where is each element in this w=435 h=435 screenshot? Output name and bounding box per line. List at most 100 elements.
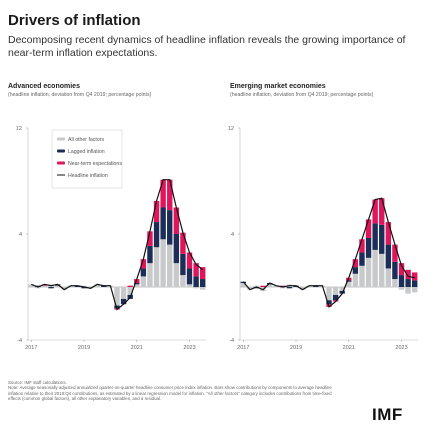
bar-all-other-factors [266, 284, 273, 287]
bar-lagged-inflation [385, 244, 392, 269]
bar-near-term-expectations [180, 232, 186, 254]
bar-near-term-expectations [147, 231, 153, 246]
bar-lagged-inflation [140, 268, 147, 277]
bar-all-other-factors [352, 273, 359, 287]
bar-lagged-inflation [147, 245, 153, 264]
legend-label: All other factors [68, 137, 104, 143]
bar-lagged-inflation [153, 222, 160, 248]
legend-swatch [57, 149, 65, 153]
legend-label: Lagged inflation [68, 149, 105, 155]
bar-all-other-factors [167, 244, 173, 287]
bar-all-other-factors [120, 287, 127, 299]
bar-lagged-inflation [173, 234, 180, 264]
legend: All other factors Lagged inflation Near-te… [51, 129, 122, 189]
bar-lagged-inflation [332, 294, 339, 301]
legend-label: Headline inflation [68, 173, 108, 179]
bar-near-term-expectations [365, 219, 372, 238]
bar-near-term-expectations [352, 259, 359, 268]
bar-near-term-expectations [405, 269, 411, 280]
imf-logo: IMF [372, 405, 403, 424]
bar-all-other-factors [54, 285, 61, 287]
bar-near-term-expectations [167, 179, 173, 211]
bar-lagged-inflation [352, 267, 359, 274]
source-text: Source: IMF staff calculations. [8, 380, 67, 385]
bar-lagged-inflation [398, 275, 405, 287]
bar-near-term-expectations [41, 284, 48, 286]
panel-title-advanced: Advanced economies [8, 83, 80, 90]
panel-subtitle-emerging: (headline inflation, deviation from Q4 2… [230, 92, 374, 98]
panel-title-emerging: Emerging market economies [230, 83, 326, 90]
bar-all-other-factors [405, 287, 411, 294]
bar-near-term-expectations [385, 222, 392, 245]
bar-lagged-inflation [346, 280, 352, 282]
bar-all-other-factors [81, 285, 87, 287]
bar-all-other-factors [385, 268, 392, 287]
panel-1: -4 4 12 2017 2019 2021 2023 [228, 126, 418, 351]
bar-all-other-factors [186, 284, 193, 287]
bar-all-other-factors [365, 257, 372, 287]
bar-near-term-expectations [379, 198, 385, 225]
bar-lagged-inflation [160, 207, 166, 240]
bar-near-term-expectations [173, 207, 180, 234]
bar-near-term-expectations [392, 244, 398, 262]
bar-near-term-expectations [200, 267, 206, 280]
bar-near-term-expectations [260, 285, 266, 287]
bar-all-other-factors [160, 239, 166, 287]
bar-all-other-factors [147, 263, 153, 287]
bar-near-term-expectations [153, 200, 160, 223]
bar-all-other-factors [253, 285, 260, 287]
bar-near-term-expectations [134, 279, 140, 284]
bar-near-term-expectations [193, 263, 199, 277]
bar-all-other-factors [41, 285, 48, 287]
y-tick-label: -4 [17, 338, 22, 344]
panel-subtitle-advanced: (headline inflation, deviation from Q4 2… [8, 92, 152, 98]
headline-inflation-line [242, 197, 415, 308]
bar-lagged-inflation [365, 237, 372, 258]
y-tick-label: 4 [19, 232, 22, 238]
x-tick-label: 2019 [290, 345, 302, 351]
bar-all-other-factors [346, 281, 352, 287]
bar-all-other-factors [392, 279, 398, 287]
y-tick-label: 4 [231, 232, 234, 238]
bar-lagged-inflation [326, 300, 332, 305]
bar-lagged-inflation [48, 287, 54, 289]
bar-near-term-expectations [186, 252, 193, 269]
bar-all-other-factors [35, 287, 41, 289]
bar-all-other-factors [180, 275, 186, 287]
y-tick-label: 12 [16, 126, 22, 132]
x-tick-label: 2021 [343, 345, 355, 351]
bar-lagged-inflation [167, 210, 173, 245]
bar-all-other-factors [273, 285, 279, 287]
bar-all-other-factors [412, 287, 418, 293]
x-tick-label: 2023 [183, 345, 195, 351]
bar-all-other-factors [28, 284, 34, 287]
y-tick-label: 12 [228, 126, 234, 132]
bar-all-other-factors [61, 287, 67, 290]
bar-lagged-inflation [359, 252, 365, 266]
bar-all-other-factors [114, 287, 120, 306]
bar-near-term-expectations [140, 259, 147, 269]
panel-0: -4 4 12 2017 2019 2021 2023 [16, 126, 206, 351]
note-text: Note: Average seasonally adjusted annual… [8, 385, 332, 401]
bar-all-other-factors [240, 283, 246, 287]
bar-lagged-inflation [286, 287, 293, 289]
bar-lagged-inflation [134, 283, 140, 285]
bar-lagged-inflation [405, 279, 411, 287]
bar-all-other-factors [339, 287, 345, 291]
legend-swatch [57, 137, 65, 141]
bar-all-other-factors [140, 276, 147, 287]
bar-lagged-inflation [200, 279, 206, 287]
bar-near-term-expectations [372, 199, 378, 224]
x-tick-label: 2017 [237, 345, 249, 351]
bar-lagged-inflation [372, 223, 378, 250]
bar-all-other-factors [280, 287, 286, 289]
bar-lagged-inflation [379, 224, 385, 254]
bar-all-other-factors [332, 287, 339, 295]
bar-all-other-factors [247, 287, 253, 290]
bar-near-term-expectations [127, 285, 133, 287]
bar-lagged-inflation [81, 287, 87, 289]
bar-lagged-inflation [313, 285, 319, 287]
bar-near-term-expectations [160, 179, 166, 208]
legend-label: Near-term expectations [68, 161, 122, 167]
x-tick-label: 2017 [25, 345, 37, 351]
